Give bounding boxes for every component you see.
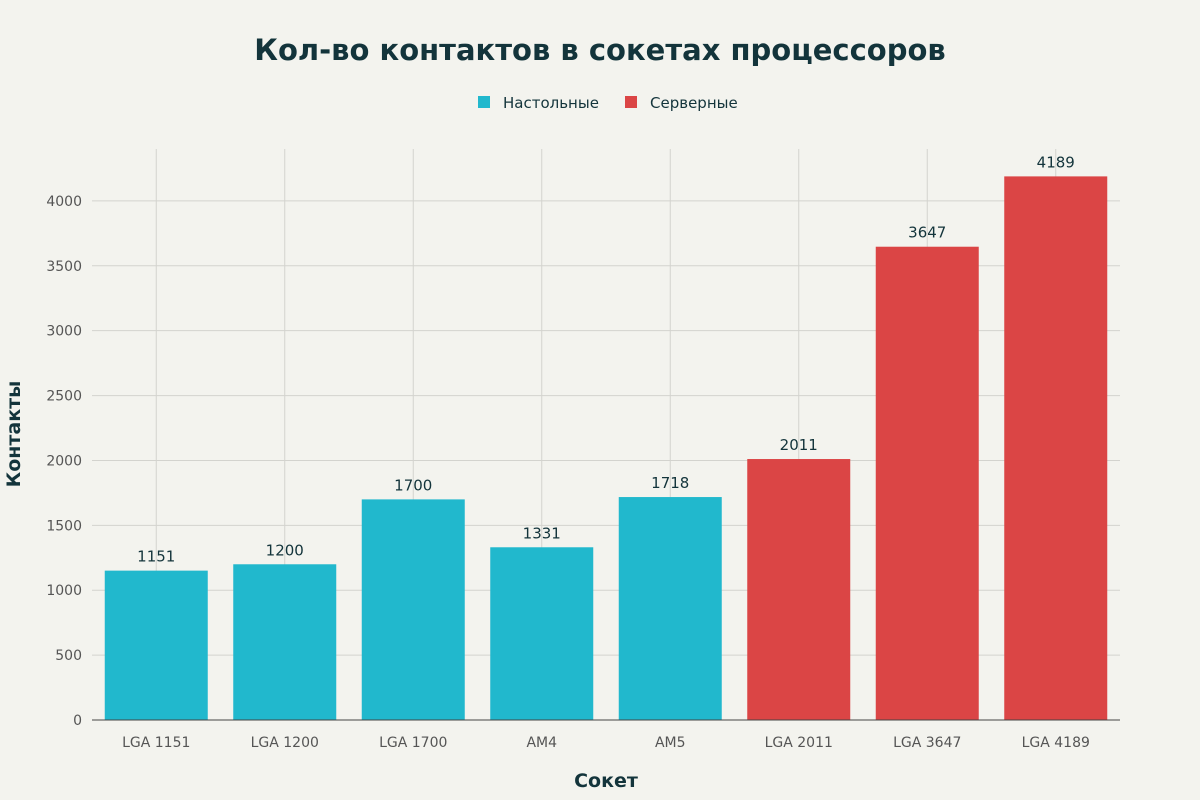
data-label: 2011	[780, 436, 818, 454]
data-label: 1331	[523, 524, 561, 542]
bar-lga-2011	[747, 459, 851, 720]
bar-lga-4189	[1004, 176, 1108, 720]
x-axis-title: Сокет	[574, 770, 638, 792]
y-tick-label: 2500	[46, 389, 82, 405]
legend-label-server: Серверные	[650, 94, 738, 112]
y-tick-label: 500	[55, 648, 82, 664]
y-tick-label: 3500	[46, 259, 82, 275]
x-tick-label: LGA 1151	[122, 735, 190, 751]
bar-am4	[490, 547, 594, 720]
x-tick-label: AM5	[655, 735, 686, 751]
bar-lga-1700	[361, 499, 465, 720]
data-label: 3647	[908, 224, 946, 242]
y-tick-label: 0	[73, 713, 82, 729]
bar-lga-3647	[875, 246, 979, 720]
y-tick-label: 4000	[46, 194, 82, 210]
data-label: 1151	[137, 548, 175, 566]
data-label: 1718	[651, 474, 689, 492]
legend-swatch-desktop	[478, 96, 490, 108]
legend-swatch-server	[625, 96, 637, 108]
chart-title: Кол-во контактов в сокетах процессоров	[254, 33, 945, 67]
data-label: 4189	[1037, 153, 1075, 171]
x-tick-label: LGA 1200	[251, 735, 319, 751]
bar-lga-1200	[233, 564, 337, 720]
legend: Настольные Серверные	[478, 94, 738, 112]
data-label: 1200	[266, 541, 304, 559]
y-axis-title: Контакты	[3, 381, 25, 488]
legend-label-desktop: Настольные	[503, 94, 599, 112]
y-tick-labels: 0 500 1000 1500 2000 2500 3000 3500 4000	[46, 194, 82, 729]
x-tick-label: AM4	[526, 735, 557, 751]
bars	[104, 176, 1108, 720]
y-tick-label: 1500	[46, 518, 82, 534]
data-labels: 1151 1200 1700 1331 1718 2011 3647 4189	[137, 153, 1075, 565]
x-tick-labels: LGA 1151 LGA 1200 LGA 1700 AM4 AM5 LGA 2011 LG…	[122, 735, 1090, 751]
x-tick-label: LGA 2011	[765, 735, 833, 751]
y-tick-label: 3000	[46, 324, 82, 340]
bar-lga-1151	[104, 570, 208, 720]
y-tick-label: 2000	[46, 453, 82, 469]
x-tick-label: LGA 1700	[379, 735, 447, 751]
x-tick-label: LGA 3647	[893, 735, 961, 751]
bar-am5	[618, 497, 722, 720]
y-tick-label: 1000	[46, 583, 82, 599]
data-label: 1700	[394, 476, 432, 494]
x-tick-label: LGA 4189	[1022, 735, 1090, 751]
